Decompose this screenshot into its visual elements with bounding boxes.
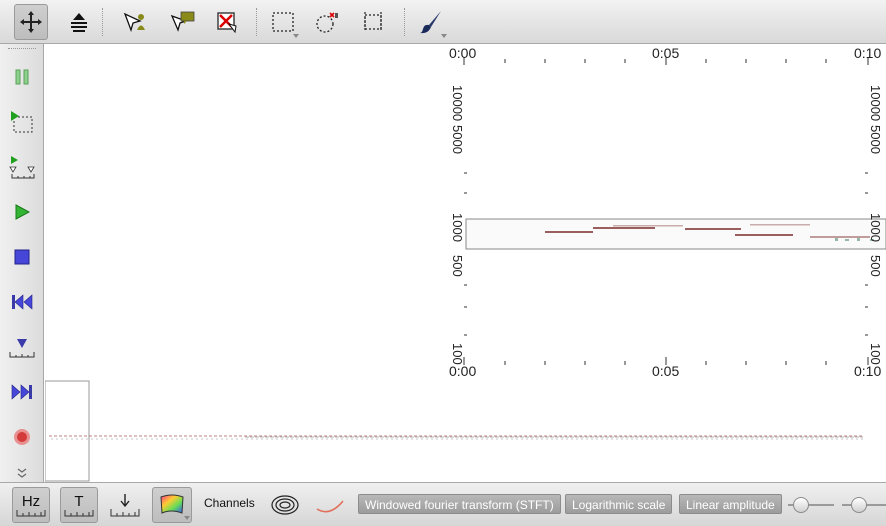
- toolbar-grip[interactable]: [8, 48, 36, 52]
- spectrogram-noise: [835, 238, 874, 241]
- dropdown-indicator-icon: [441, 34, 447, 38]
- record-icon: [14, 429, 30, 445]
- record-button[interactable]: [5, 420, 39, 454]
- dropdown-indicator-icon: [184, 516, 190, 520]
- hz-label: Hz: [21, 492, 41, 510]
- colormap-icon: [160, 494, 184, 514]
- ruler-icon: [16, 509, 46, 516]
- comment-icon: [170, 11, 195, 32]
- bottom-toolbar: Hz T Channels Windowed fourier transform…: [0, 482, 886, 526]
- time-axis-button[interactable]: T: [60, 487, 98, 523]
- curve-icon: [316, 500, 344, 513]
- pause-icon: [15, 69, 29, 85]
- slider-knob-1[interactable]: [793, 497, 809, 513]
- freq-label-left-5000: 5000: [450, 125, 465, 154]
- slider-track-1[interactable]: [788, 504, 834, 506]
- transform-select[interactable]: Windowed fourier transform (STFT): [358, 494, 561, 514]
- zoom-tool-button[interactable]: [62, 4, 96, 40]
- move-arrows-icon: [20, 11, 42, 33]
- top-toolbar: [0, 0, 886, 44]
- select-crop-tool-button[interactable]: [356, 4, 390, 40]
- pause-button[interactable]: [5, 60, 39, 94]
- contour-icon: [271, 495, 299, 515]
- overview-waveform: [49, 435, 863, 440]
- play-section-icon: [9, 156, 35, 179]
- zoom-stack-icon: [71, 13, 87, 32]
- hz-axis-button[interactable]: Hz: [12, 487, 50, 523]
- t-label: T: [74, 492, 84, 510]
- top-time-label-2: 0:10: [854, 45, 882, 61]
- ellipse-select-icon: [316, 12, 338, 33]
- brush-tool-button[interactable]: [414, 4, 448, 40]
- freq-label-left-10000: 10000: [450, 85, 465, 122]
- play-section-button[interactable]: [5, 150, 39, 184]
- left-toolbar: [0, 44, 44, 482]
- remove-red-x-icon: [217, 12, 237, 34]
- bottom-time-ticks: [463, 357, 869, 365]
- set-marker-button[interactable]: [5, 330, 39, 364]
- play-button[interactable]: [5, 195, 39, 229]
- spectrogram-band: [465, 218, 886, 250]
- more-tools-button[interactable]: [5, 464, 39, 482]
- colormap-button[interactable]: [152, 487, 192, 523]
- freq-label-left-1000: 1000: [450, 213, 465, 242]
- brush-icon: [420, 11, 441, 34]
- top-time-label-0: 0:00: [449, 45, 477, 61]
- freq-label-left-500: 500: [450, 255, 465, 277]
- ruler-icon: [64, 509, 94, 516]
- down-arrow-ruler-icon: [110, 494, 140, 517]
- bottom-time-label-0: 0:00: [449, 363, 477, 379]
- select-ellipse-tool-button[interactable]: [310, 4, 344, 40]
- scale-select[interactable]: Logarithmic scale: [565, 494, 673, 514]
- toolbar-separator: [256, 8, 259, 36]
- channels-button[interactable]: Channels: [204, 496, 255, 510]
- top-time-ticks: [463, 57, 869, 65]
- bottom-time-label-2: 0:10: [854, 363, 882, 379]
- crop-icon: [364, 12, 382, 32]
- set-marker-icon: [9, 339, 35, 358]
- overview-viewport: [45, 380, 90, 482]
- slider-knob-2[interactable]: [851, 497, 867, 513]
- freq-label-right-5000: 5000: [868, 125, 883, 154]
- toolbar-separator: [404, 8, 407, 36]
- contour-button[interactable]: [268, 487, 302, 523]
- rewind-icon: [12, 294, 33, 310]
- navigate-tool-button[interactable]: [14, 4, 48, 40]
- fast-forward-icon: [11, 384, 32, 400]
- freq-label-right-1000: 1000: [868, 213, 883, 242]
- remove-tool-button[interactable]: [210, 4, 244, 40]
- add-point-icon: [123, 12, 145, 33]
- freq-ticks: [464, 172, 868, 336]
- add-point-tool-button[interactable]: [118, 4, 152, 40]
- amplitude-select[interactable]: Linear amplitude: [679, 494, 782, 514]
- select-rect-tool-button[interactable]: [266, 4, 300, 40]
- marker-axis-button[interactable]: [106, 487, 144, 523]
- dropdown-indicator-icon: [293, 34, 299, 38]
- freq-label-right-10000: 10000: [868, 85, 883, 122]
- freq-label-right-100: 100: [868, 343, 883, 365]
- play-icon: [15, 204, 31, 220]
- curve-button[interactable]: [312, 487, 348, 523]
- spectrogram-canvas[interactable]: 0:00 0:05 0:10 0:00 0:05 0:10 10000 5000…: [45, 45, 886, 482]
- rewind-button[interactable]: [5, 285, 39, 319]
- spectrogram-plot[interactable]: [45, 45, 886, 482]
- add-comment-tool-button[interactable]: [165, 4, 199, 40]
- rectangle-select-icon: [272, 12, 294, 32]
- freq-label-left-100: 100: [450, 343, 465, 365]
- play-selection-icon: [11, 111, 33, 133]
- more-chevron-icon: [17, 468, 27, 478]
- spectrogram-tones: [545, 224, 870, 238]
- freq-label-right-500: 500: [868, 255, 883, 277]
- stop-button[interactable]: [5, 240, 39, 274]
- fast-forward-button[interactable]: [5, 375, 39, 409]
- play-selection-button[interactable]: [5, 105, 39, 139]
- stop-icon: [14, 249, 30, 265]
- top-time-label-1: 0:05: [652, 45, 680, 61]
- bottom-time-label-1: 0:05: [652, 363, 680, 379]
- toolbar-separator: [102, 8, 105, 36]
